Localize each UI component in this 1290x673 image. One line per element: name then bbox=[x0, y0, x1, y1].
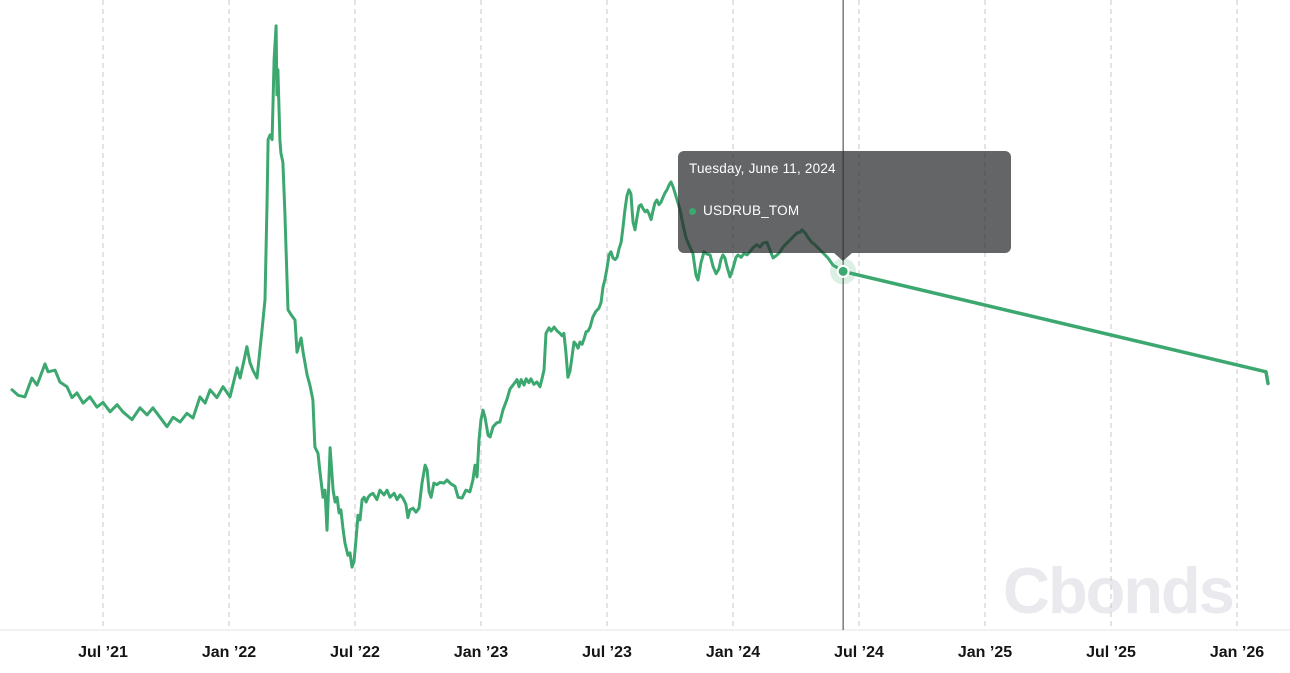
x-axis-label: Jan ’24 bbox=[706, 644, 760, 661]
x-axis-label: Jan ’26 bbox=[1210, 644, 1264, 661]
x-axis-label: Jan ’23 bbox=[454, 644, 508, 661]
tooltip-series-name: USDRUB_TOM bbox=[703, 203, 800, 218]
usdrub-series-line[interactable] bbox=[10, 24, 845, 569]
x-axis-label: Jul ’25 bbox=[1086, 644, 1136, 661]
hover-marker-dot[interactable] bbox=[836, 264, 850, 278]
tooltip-notch bbox=[834, 253, 852, 261]
x-axis-label: Jan ’22 bbox=[202, 644, 256, 661]
x-axis-label: Jul ’22 bbox=[330, 644, 380, 661]
x-axis-label: Jul ’23 bbox=[582, 644, 632, 661]
chart-tooltip: Tuesday, June 11, 2024 USDRUB_TOM bbox=[678, 151, 1011, 261]
x-axis-label: Jul ’21 bbox=[78, 644, 128, 661]
series-bullet-icon bbox=[689, 207, 696, 215]
tooltip-date: Tuesday, June 11, 2024 bbox=[689, 161, 836, 176]
x-axis-label: Jul ’24 bbox=[834, 644, 884, 661]
x-axis-label: Jan ’25 bbox=[958, 644, 1012, 661]
tooltip-series-row: USDRUB_TOM bbox=[689, 202, 1000, 220]
gridlines-group bbox=[102, 0, 1238, 630]
x-axis-labels-group: Jul ’21 Jan ’22 Jul ’22 Jan ’23 Jul ’23 Jan ’… bbox=[78, 644, 1264, 661]
usdrub-forward-line[interactable] bbox=[841, 269, 1270, 386]
cbonds-watermark: Cbonds bbox=[1003, 554, 1233, 627]
